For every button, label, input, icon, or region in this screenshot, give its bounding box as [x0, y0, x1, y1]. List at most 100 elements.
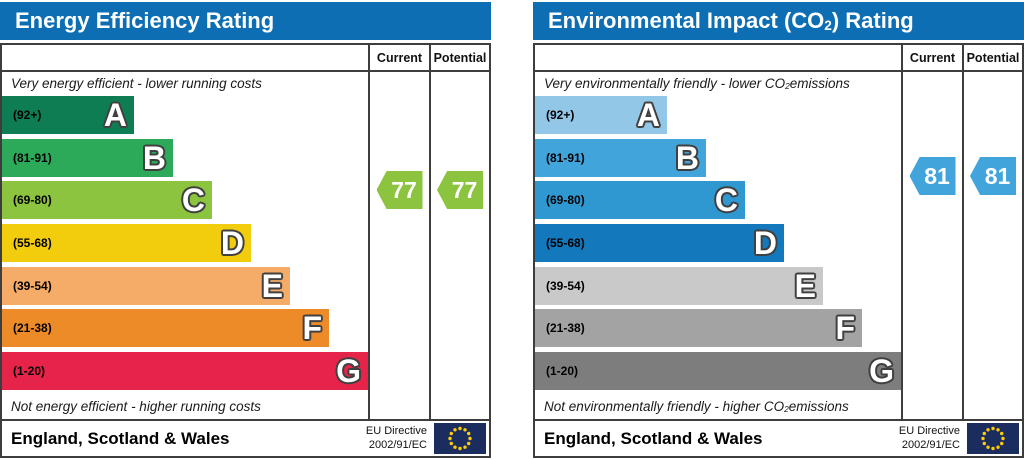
co2-column-header-row: Current Potential — [535, 45, 1022, 72]
band-range-label: (69-80) — [546, 193, 585, 208]
band-range-label: (21-38) — [546, 321, 585, 336]
energy-footer: England, Scotland & Wales EU Directive 2… — [2, 419, 489, 456]
band-letter: D — [753, 224, 777, 261]
co2-bottom-note-suffix: emissions — [788, 399, 849, 414]
band-bar-g: (1-20) G — [2, 351, 368, 390]
band-range-label: (39-54) — [13, 278, 52, 293]
eu-directive-line1: EU Directive — [365, 425, 427, 438]
energy-panel-title-bar: Energy Efficiency Rating — [0, 2, 491, 40]
energy-header-spacer — [2, 45, 368, 70]
band-range-label: (69-80) — [13, 193, 52, 208]
energy-efficiency-panel: Energy Efficiency Rating Current Potenti… — [0, 0, 491, 460]
co2-panel-title-bar: Environmental Impact (CO 2) Rating — [533, 2, 1024, 40]
co2-top-note-suffix: emissions — [789, 76, 850, 91]
eu-directive-text: EU Directive 2002/91/EC — [366, 425, 427, 451]
eu-directive-line1: EU Directive — [898, 425, 960, 438]
co2-table-body: Very environmentally friendly - lower CO… — [535, 72, 1022, 419]
energy-bottom-note-text: Not energy efficient - higher running co… — [11, 399, 261, 414]
band-range-label: (55-68) — [13, 235, 52, 250]
energy-table-body: Very energy efficient - lower running co… — [2, 72, 489, 419]
band-range-label: (55-68) — [546, 235, 585, 250]
eu-directive-line2: 2002/91/EC — [901, 438, 960, 451]
band-bar-e: (39-54) E — [535, 266, 823, 305]
band-range-label: (81-91) — [546, 150, 585, 165]
co2-rating-table: Current Potential Very environmentally f… — [533, 43, 1024, 458]
band-bar-d: (55-68) D — [535, 223, 784, 262]
co2-panel-title-subscript: 2 — [824, 17, 832, 33]
eu-flag-icon — [967, 423, 1019, 454]
co2-band-scale: Very environmentally friendly - lower CO… — [535, 72, 901, 419]
co2-potential-column-header: Potential — [962, 45, 1022, 70]
band-letter: B — [675, 139, 699, 176]
band-letter: E — [794, 267, 816, 304]
band-range-label: (92+) — [546, 108, 575, 122]
co2-panel-title: Environmental Impact (CO — [548, 8, 825, 33]
band-letter: G — [869, 352, 894, 389]
band-letter: F — [835, 310, 855, 347]
potential-rating-arrow: 81 — [970, 157, 1016, 195]
band-letter: C — [714, 182, 738, 219]
current-rating-value: 81 — [924, 162, 950, 189]
co2-bands: (92+) A (81-91) B (69-80) C (55-68) — [535, 95, 901, 394]
band-range-label: (39-54) — [546, 278, 585, 293]
energy-current-column: 77 — [368, 72, 429, 419]
co2-current-column-header: Current — [901, 45, 962, 70]
band-bar-c: (69-80) C — [535, 181, 745, 220]
potential-rating-value: 81 — [984, 162, 1011, 189]
energy-band-scale: Very energy efficient - lower running co… — [2, 72, 368, 419]
energy-top-note: Very energy efficient - lower running co… — [2, 72, 368, 95]
co2-bottom-note-subscript: 2 — [784, 404, 789, 415]
energy-current-column-header: Current — [368, 45, 429, 70]
band-bar-f: (21-38) F — [535, 309, 862, 348]
band-range-label: (81-91) — [13, 150, 52, 165]
band-letter: G — [336, 352, 361, 389]
band-letter: B — [142, 139, 166, 176]
environmental-impact-panel: Environmental Impact (CO 2) Rating Curren… — [533, 0, 1024, 460]
co2-top-note-subscript: 2 — [785, 81, 790, 92]
band-letter: E — [261, 267, 283, 304]
co2-potential-column: 81 — [962, 72, 1022, 419]
band-range-label: (92+) — [13, 108, 42, 122]
potential-rating-arrow: 77 — [437, 171, 483, 209]
co2-header-spacer — [535, 45, 901, 70]
co2-top-note-text: Very environmentally friendly - lower CO — [544, 76, 786, 91]
band-bar-b: (81-91) B — [535, 138, 706, 177]
band-bar-d: (55-68) D — [2, 223, 251, 262]
energy-column-header-row: Current Potential — [2, 45, 489, 72]
co2-panel-title-suffix: ) Rating — [831, 8, 914, 33]
band-bar-b: (81-91) B — [2, 138, 173, 177]
band-letter: A — [103, 97, 127, 133]
band-bar-a: (92+) A — [2, 96, 134, 134]
band-bar-g: (1-20) G — [535, 351, 901, 390]
band-letter: A — [636, 97, 660, 133]
eu-flag-icon — [434, 423, 486, 454]
co2-top-note: Very environmentally friendly - lower CO… — [535, 72, 901, 95]
band-letter: C — [181, 182, 205, 219]
band-bar-a: (92+) A — [535, 96, 667, 134]
current-rating-arrow: 77 — [376, 171, 423, 209]
current-rating-arrow: 81 — [909, 157, 956, 195]
current-rating-value: 77 — [391, 176, 417, 203]
footer-region-label: England, Scotland & Wales — [11, 428, 230, 448]
energy-top-note-text: Very energy efficient - lower running co… — [11, 76, 262, 91]
energy-rating-table: Current Potential Very energy efficient … — [0, 43, 491, 458]
co2-bottom-note: Not environmentally friendly - higher CO… — [535, 394, 901, 419]
band-bar-f: (21-38) F — [2, 309, 329, 348]
co2-footer: England, Scotland & Wales EU Directive 2… — [535, 419, 1022, 456]
energy-bottom-note: Not energy efficient - higher running co… — [2, 394, 368, 419]
eu-directive-line2: 2002/91/EC — [368, 438, 427, 451]
band-letter: F — [302, 310, 322, 347]
eu-directive-text: EU Directive 2002/91/EC — [899, 425, 960, 451]
energy-potential-column-header: Potential — [429, 45, 489, 70]
band-bar-e: (39-54) E — [2, 266, 290, 305]
energy-bands: (92+) A (81-91) B (69-80) C (55-68) — [2, 95, 368, 394]
band-range-label: (1-20) — [13, 363, 46, 378]
co2-bottom-note-text: Not environmentally friendly - higher CO — [544, 399, 785, 414]
band-letter: D — [220, 224, 244, 261]
band-range-label: (1-20) — [546, 363, 579, 378]
band-bar-c: (69-80) C — [2, 181, 212, 220]
potential-rating-value: 77 — [451, 176, 478, 203]
energy-panel-title: Energy Efficiency Rating — [15, 8, 275, 33]
footer-region-label: England, Scotland & Wales — [544, 428, 763, 448]
